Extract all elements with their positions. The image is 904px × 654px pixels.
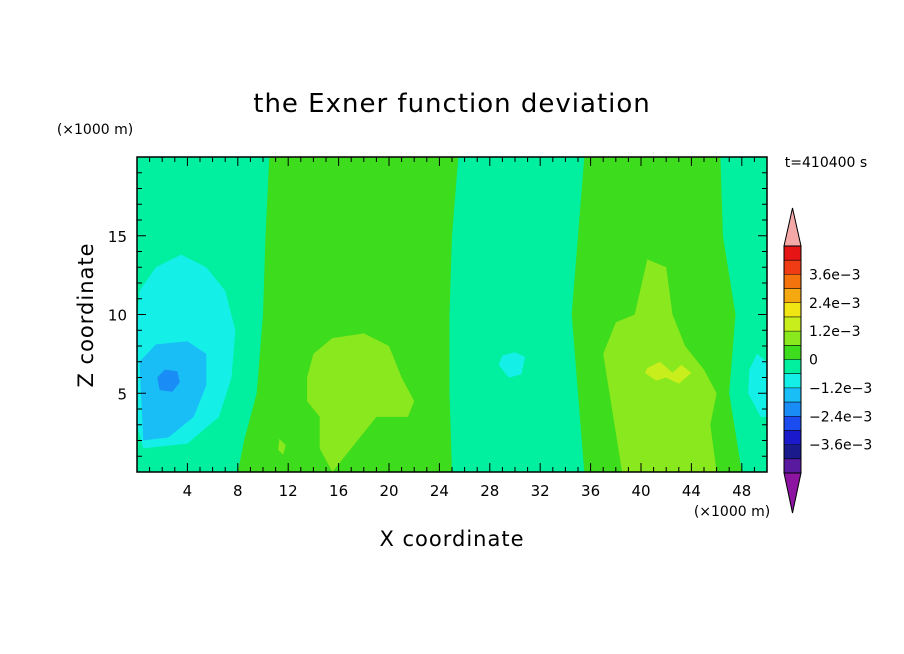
colorbar-tick-label: 2.4e−3 [809, 296, 861, 312]
time-label: t=410400 s [785, 155, 867, 171]
colorbar-tick-label: 0 [809, 353, 818, 369]
x-tick-label: 16 [329, 482, 348, 500]
colorbar-segment [784, 316, 801, 332]
colorbar-segment [784, 402, 801, 417]
colorbar-segment [784, 458, 801, 473]
x-axis-label: X coordinate [379, 527, 524, 551]
colorbar-tick-label: 3.6e−3 [809, 267, 861, 283]
colorbar-segment [784, 274, 801, 289]
y-tick-label: 15 [108, 228, 127, 246]
contour-regions [137, 157, 767, 472]
colorbar: 3.6e−3 2.4e−3 1.2e−3 0 −1.2e−3 −2.4e−3 −3.6e−3 [783, 207, 872, 514]
x-unit-label: (×1000 m) [694, 504, 770, 520]
x-tick-label: 44 [682, 482, 701, 500]
x-tick-label: 32 [531, 482, 550, 500]
y-tick-label: 5 [117, 385, 127, 403]
colorbar-segment [784, 345, 801, 360]
colorbar-segment [784, 444, 801, 459]
y-unit-label: (×1000 m) [57, 122, 133, 138]
colorbar-segment [784, 246, 801, 261]
contour-region-10 [498, 352, 526, 378]
colorbar-segment [784, 373, 801, 388]
contour-region-5 [644, 361, 692, 384]
contour-region-11 [748, 353, 767, 417]
colorbar-segment [784, 302, 801, 317]
colorbar-segment [784, 331, 801, 346]
colorbar-segment [784, 430, 801, 445]
colorbar-tick-label: −2.4e−3 [809, 409, 872, 425]
x-tick-label: 20 [379, 482, 398, 500]
x-tick-label: 36 [581, 482, 600, 500]
y-tick-label: 10 [108, 307, 127, 325]
colorbar-segment [784, 288, 801, 303]
colorbar-segment [784, 387, 801, 403]
chart-title: the Exner function deviation [253, 89, 651, 119]
x-tick-label: 28 [480, 482, 499, 500]
x-tick-label: 40 [631, 482, 650, 500]
colorbar-tick-label: −1.2e−3 [809, 381, 872, 397]
colorbar-under-triangle [783, 472, 802, 514]
x-tick-label: 48 [732, 482, 751, 500]
y-axis-label: Z coordinate [74, 242, 98, 387]
contour-region-9 [157, 369, 180, 392]
colorbar-segment [784, 416, 801, 431]
colorbar-tick-label: 1.2e−3 [809, 324, 861, 340]
contour-region-6 [278, 438, 286, 455]
colorbar-tick-label: −3.6e−3 [809, 438, 872, 454]
x-tick-label: 8 [233, 482, 243, 500]
x-tick-label: 12 [279, 482, 298, 500]
x-tick-label: 4 [183, 482, 193, 500]
x-tick-label: 24 [430, 482, 449, 500]
colorbar-segment [784, 260, 801, 275]
colorbar-over-triangle [783, 207, 802, 247]
colorbar-segment [784, 359, 801, 374]
contour-region-3 [307, 333, 415, 472]
